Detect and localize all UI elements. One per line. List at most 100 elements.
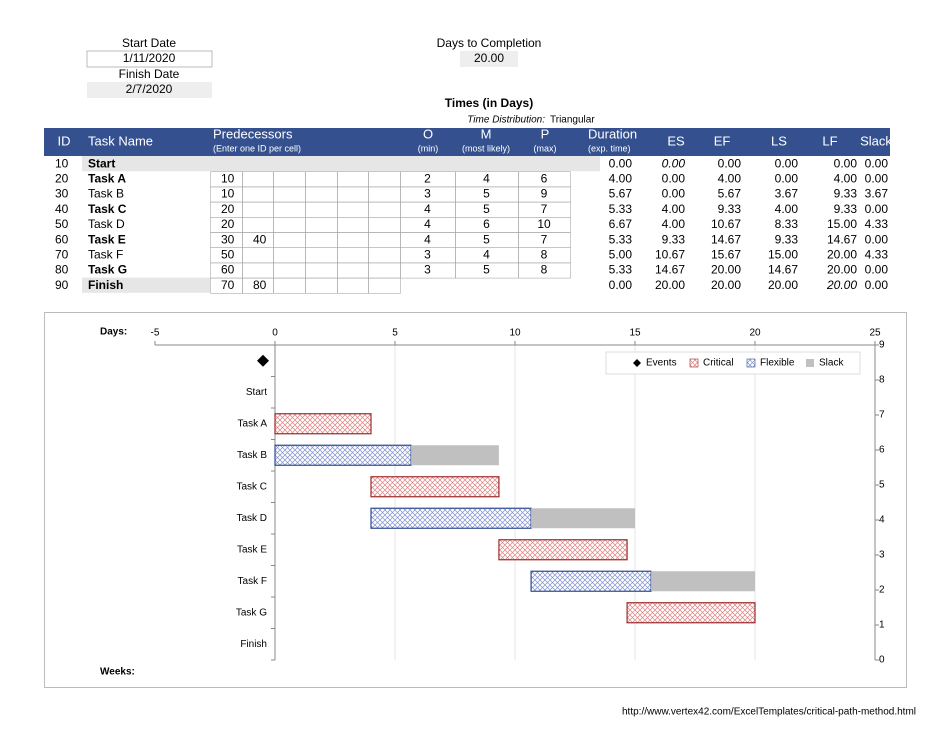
input-cell[interactable] [518, 262, 571, 279]
input-cell[interactable] [337, 232, 369, 248]
input-cell[interactable] [273, 247, 306, 264]
task-id: 20 [55, 171, 69, 185]
estimate-o: 3 [424, 187, 431, 201]
value-ef: 20.00 [711, 278, 741, 292]
value-slack: 0.00 [865, 171, 889, 185]
input-cell[interactable] [337, 247, 369, 264]
legend-swatch [746, 358, 756, 368]
finish-date-box [87, 82, 212, 98]
x-tick-label: 15 [629, 328, 641, 339]
task-id: 80 [55, 263, 69, 277]
input-cell[interactable] [368, 277, 401, 294]
input-cell[interactable] [273, 201, 306, 218]
input-cell[interactable] [337, 217, 369, 233]
value-lf: 9.33 [834, 187, 858, 201]
input-cell[interactable] [273, 217, 306, 233]
predecessor: 60 [221, 263, 235, 277]
input-cell[interactable] [305, 186, 338, 203]
value-ef: 20.00 [711, 263, 741, 277]
estimate-p: 8 [541, 247, 548, 261]
value-ef: 4.00 [718, 171, 742, 185]
column-title: O [423, 126, 433, 141]
column-sub: (Enter one ID per cell) [213, 143, 301, 153]
input-cell[interactable] [273, 262, 306, 279]
column-title: P [541, 126, 550, 141]
column-title: LF [822, 133, 837, 148]
input-cell[interactable] [368, 262, 401, 279]
column-title: LS [771, 133, 787, 148]
legend-label: Events [646, 358, 677, 369]
x-tick-label: 10 [509, 328, 521, 339]
input-cell[interactable] [337, 186, 369, 203]
estimate-p: 8 [541, 263, 548, 277]
task-id: 10 [55, 156, 69, 170]
category-label: Task E [237, 544, 267, 555]
value-ls: 14.67 [768, 263, 798, 277]
estimate-o: 4 [424, 202, 431, 216]
column-title: Task Name [88, 133, 153, 148]
footer-url[interactable]: http://www.vertex42.com/ExcelTemplates/c… [622, 707, 916, 718]
predecessor: 30 [221, 232, 235, 246]
input-cell[interactable] [242, 171, 274, 188]
input-cell[interactable] [368, 217, 401, 233]
column-sub: (most likely) [462, 143, 510, 153]
input-cell[interactable] [305, 277, 338, 294]
category-label: Task F [238, 576, 267, 587]
input-cell[interactable] [337, 171, 369, 188]
input-cell[interactable] [305, 262, 338, 279]
input-cell[interactable] [305, 201, 338, 218]
input-cell[interactable] [368, 186, 401, 203]
task-id: 90 [55, 278, 69, 292]
value-slack: 4.33 [865, 247, 889, 261]
predecessor: 70 [221, 278, 235, 292]
value-lf: 20.00 [827, 247, 857, 261]
predecessor: 10 [221, 171, 235, 185]
input-cell[interactable] [368, 201, 401, 218]
estimate-p: 6 [541, 171, 548, 185]
value-duration: 5.33 [609, 202, 633, 216]
input-cell[interactable] [368, 232, 401, 248]
value-ls: 9.33 [775, 232, 799, 246]
input-cell[interactable] [368, 171, 401, 188]
input-cell[interactable] [242, 217, 274, 233]
task-id: 30 [55, 187, 69, 201]
category-label: Task C [236, 481, 267, 492]
task-bar [531, 508, 635, 529]
y2-tick-label: 0 [879, 655, 885, 666]
finish-date-label: Finish Date [119, 67, 180, 81]
input-cell[interactable] [305, 171, 338, 188]
input-cell[interactable] [273, 232, 306, 248]
value-duration: 6.67 [609, 217, 633, 231]
column-title: M [481, 126, 492, 141]
days-label: Days to Completion [437, 36, 542, 50]
column-title: Duration [588, 126, 637, 141]
start-date-box[interactable] [86, 50, 213, 68]
column-title: ID [58, 133, 71, 148]
bottom-label: Weeks: [100, 667, 135, 678]
input-cell[interactable] [273, 171, 306, 188]
value-duration: 5.67 [609, 187, 633, 201]
input-cell[interactable] [242, 247, 274, 264]
value-es: 4.00 [662, 217, 686, 231]
input-cell[interactable] [337, 262, 369, 279]
input-cell[interactable] [273, 186, 306, 203]
input-cell[interactable] [273, 277, 306, 294]
input-cell[interactable] [242, 262, 274, 279]
input-cell[interactable] [242, 186, 274, 203]
input-cell[interactable] [337, 201, 369, 218]
input-cell[interactable] [305, 217, 338, 233]
value-slack: 4.33 [865, 217, 889, 231]
input-cell[interactable] [305, 232, 338, 248]
y2-tick-label: 6 [879, 445, 885, 456]
value-slack: 3.67 [865, 187, 889, 201]
input-cell[interactable] [242, 201, 274, 218]
start-date: 1/11/2020 [123, 51, 176, 65]
estimate-m: 4 [483, 247, 490, 261]
legend-label: Flexible [760, 358, 795, 369]
input-cell[interactable] [305, 247, 338, 264]
value-duration: 0.00 [609, 156, 633, 170]
task-name: Finish [88, 278, 123, 292]
input-cell[interactable] [337, 277, 369, 294]
input-cell[interactable] [368, 247, 401, 264]
